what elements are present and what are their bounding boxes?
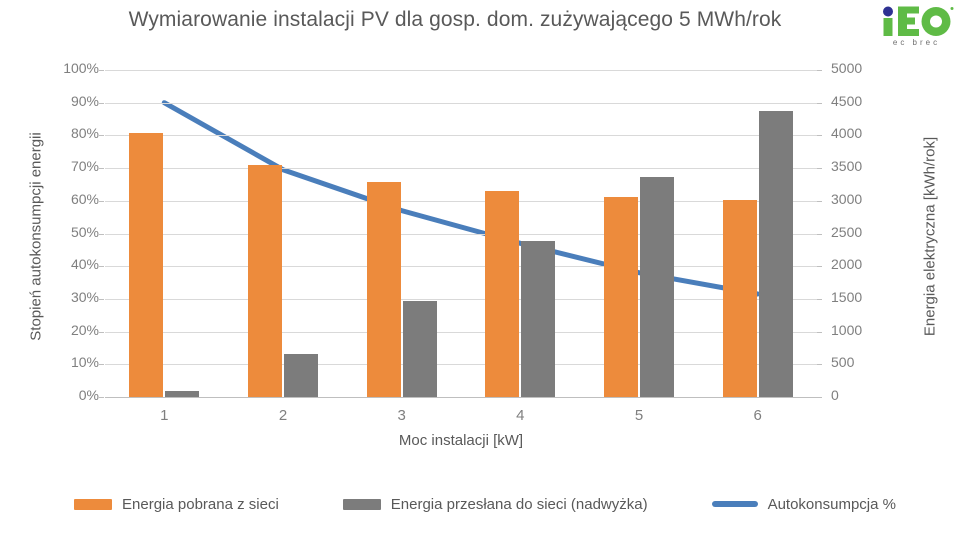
axis-tick-left	[99, 70, 104, 71]
chart-legend: Energia pobrana z sieci Energia przesłana…	[0, 489, 970, 519]
axis-tick-right	[817, 102, 822, 104]
y-axis-tick-label-left: 90%	[70, 92, 99, 109]
logo-mark	[866, 6, 964, 36]
legend-item[interactable]: Energia pobrana z sieci	[74, 496, 279, 513]
y-axis-tick-label-left: 100%	[63, 60, 99, 76]
chart-title: Wymiarowanie instalacji PV dla gosp. dom…	[128, 8, 782, 31]
bar-energia-przeslana	[640, 176, 674, 397]
x-axis-tick-label: 4	[516, 407, 525, 424]
axis-tick-left	[99, 200, 104, 202]
gridline	[105, 102, 817, 104]
y-axis-tick-label-left: 0%	[78, 387, 99, 403]
y-axis-tick-label-right: 500	[831, 354, 855, 371]
bar-energia-przeslana	[284, 354, 318, 397]
y-axis-tick-label-right: 0	[831, 387, 839, 403]
y-axis-tick-label-right: 1500	[831, 288, 863, 305]
legend-label: Autokonsumpcja %	[767, 495, 896, 513]
legend-swatch-icon	[711, 501, 758, 507]
y-axis-title-right: Energia elektryczna [kWh/rok]	[921, 136, 939, 337]
axis-tick-right	[817, 233, 822, 235]
y-axis-tick-label-left: 30%	[70, 288, 99, 305]
y-axis-tick-label-right: 5000	[831, 60, 863, 76]
gridline	[105, 364, 817, 366]
y-axis-tick-label-left: 50%	[70, 223, 99, 240]
bar-energia-pobrana	[129, 133, 164, 397]
gridline	[105, 298, 817, 300]
x-axis-tick-label: 6	[753, 407, 762, 424]
x-axis-tick-label: 3	[397, 407, 406, 424]
axis-tick-right	[817, 200, 822, 202]
y-axis-tick-label-left: 60%	[70, 190, 99, 207]
axis-tick-right	[817, 331, 822, 333]
bar-energia-przeslana	[521, 240, 556, 397]
y-axis-tick-label-right: 4500	[831, 92, 863, 109]
plot-area: 0% 0 10% 500 20% 1000 30% 1500 40% 2000 50% 2500 60%…	[63, 60, 862, 424]
y-axis-tick-label-left: 80%	[70, 125, 99, 142]
gridline	[105, 168, 817, 170]
legend-swatch-icon	[74, 498, 113, 510]
y-axis-tick-label-right: 3500	[831, 158, 863, 175]
legend-label: Energia pobrana z sieci	[122, 495, 279, 513]
gridline	[105, 135, 817, 137]
axis-tick-left	[99, 135, 104, 137]
axis-tick-right	[817, 135, 822, 137]
y-axis-tick-label-left: 20%	[70, 321, 99, 338]
axis-tick-right	[817, 397, 822, 398]
gridline	[105, 331, 817, 333]
gridline	[105, 266, 817, 268]
axis-tick-right	[817, 364, 822, 366]
bar-energia-pobrana	[248, 164, 282, 397]
bar-energia-przeslana	[165, 390, 200, 397]
axis-tick-left	[99, 331, 104, 333]
axis-tick-right	[817, 298, 822, 300]
x-axis-tick-label: 1	[160, 407, 169, 424]
gridline	[105, 233, 817, 235]
axis-tick-right	[817, 266, 822, 268]
axis-tick-left	[99, 298, 104, 300]
axis-tick-left	[99, 102, 104, 104]
logo-subtitle: ec brec	[892, 38, 941, 47]
legend-item[interactable]: Autokonsumpcja %	[711, 495, 896, 513]
legend-label: Energia przesłana do sieci (nadwyżka)	[390, 495, 648, 513]
y-axis-tick-label-left: 40%	[70, 256, 99, 273]
x-axis-tick-label: 2	[278, 407, 288, 424]
logo-icon	[883, 6, 954, 36]
x-axis-tick-label: 5	[634, 407, 644, 424]
axis-tick-right	[817, 168, 822, 170]
y-axis-tick-label-right: 2000	[831, 256, 863, 273]
gridline	[105, 70, 817, 71]
bar-energia-pobrana	[366, 181, 401, 397]
y-axis-tick-label-right: 4000	[831, 125, 863, 142]
axis-tick-left	[99, 168, 104, 170]
axis-tick-left	[99, 397, 104, 398]
legend-swatch-icon	[342, 498, 381, 510]
y-axis-tick-label-right: 3000	[831, 190, 863, 207]
bar-energia-pobrana	[722, 199, 757, 397]
ieo-logo: ec brec	[866, 6, 964, 52]
legend-item[interactable]: Energia przesłana do sieci (nadwyżka)	[342, 495, 648, 513]
bar-energia-pobrana	[604, 196, 638, 397]
y-axis-tick-label-right: 1000	[831, 321, 863, 338]
x-axis-title: Moc instalacji [kW]	[398, 432, 524, 449]
y-axis-tick-label-right: 2500	[831, 223, 863, 240]
bar-energia-przeslana	[758, 111, 793, 397]
bar-energia-pobrana	[485, 191, 520, 397]
axis-tick-left	[99, 266, 104, 268]
gridline	[105, 200, 817, 202]
y-axis-tick-label-left: 10%	[70, 354, 99, 371]
axis-tick-right	[817, 70, 822, 71]
gridline	[105, 397, 817, 398]
bar-energia-przeslana	[402, 300, 437, 397]
axis-tick-left	[99, 364, 104, 366]
y-axis-tick-label-left: 70%	[70, 158, 99, 175]
axis-tick-left	[99, 233, 104, 235]
